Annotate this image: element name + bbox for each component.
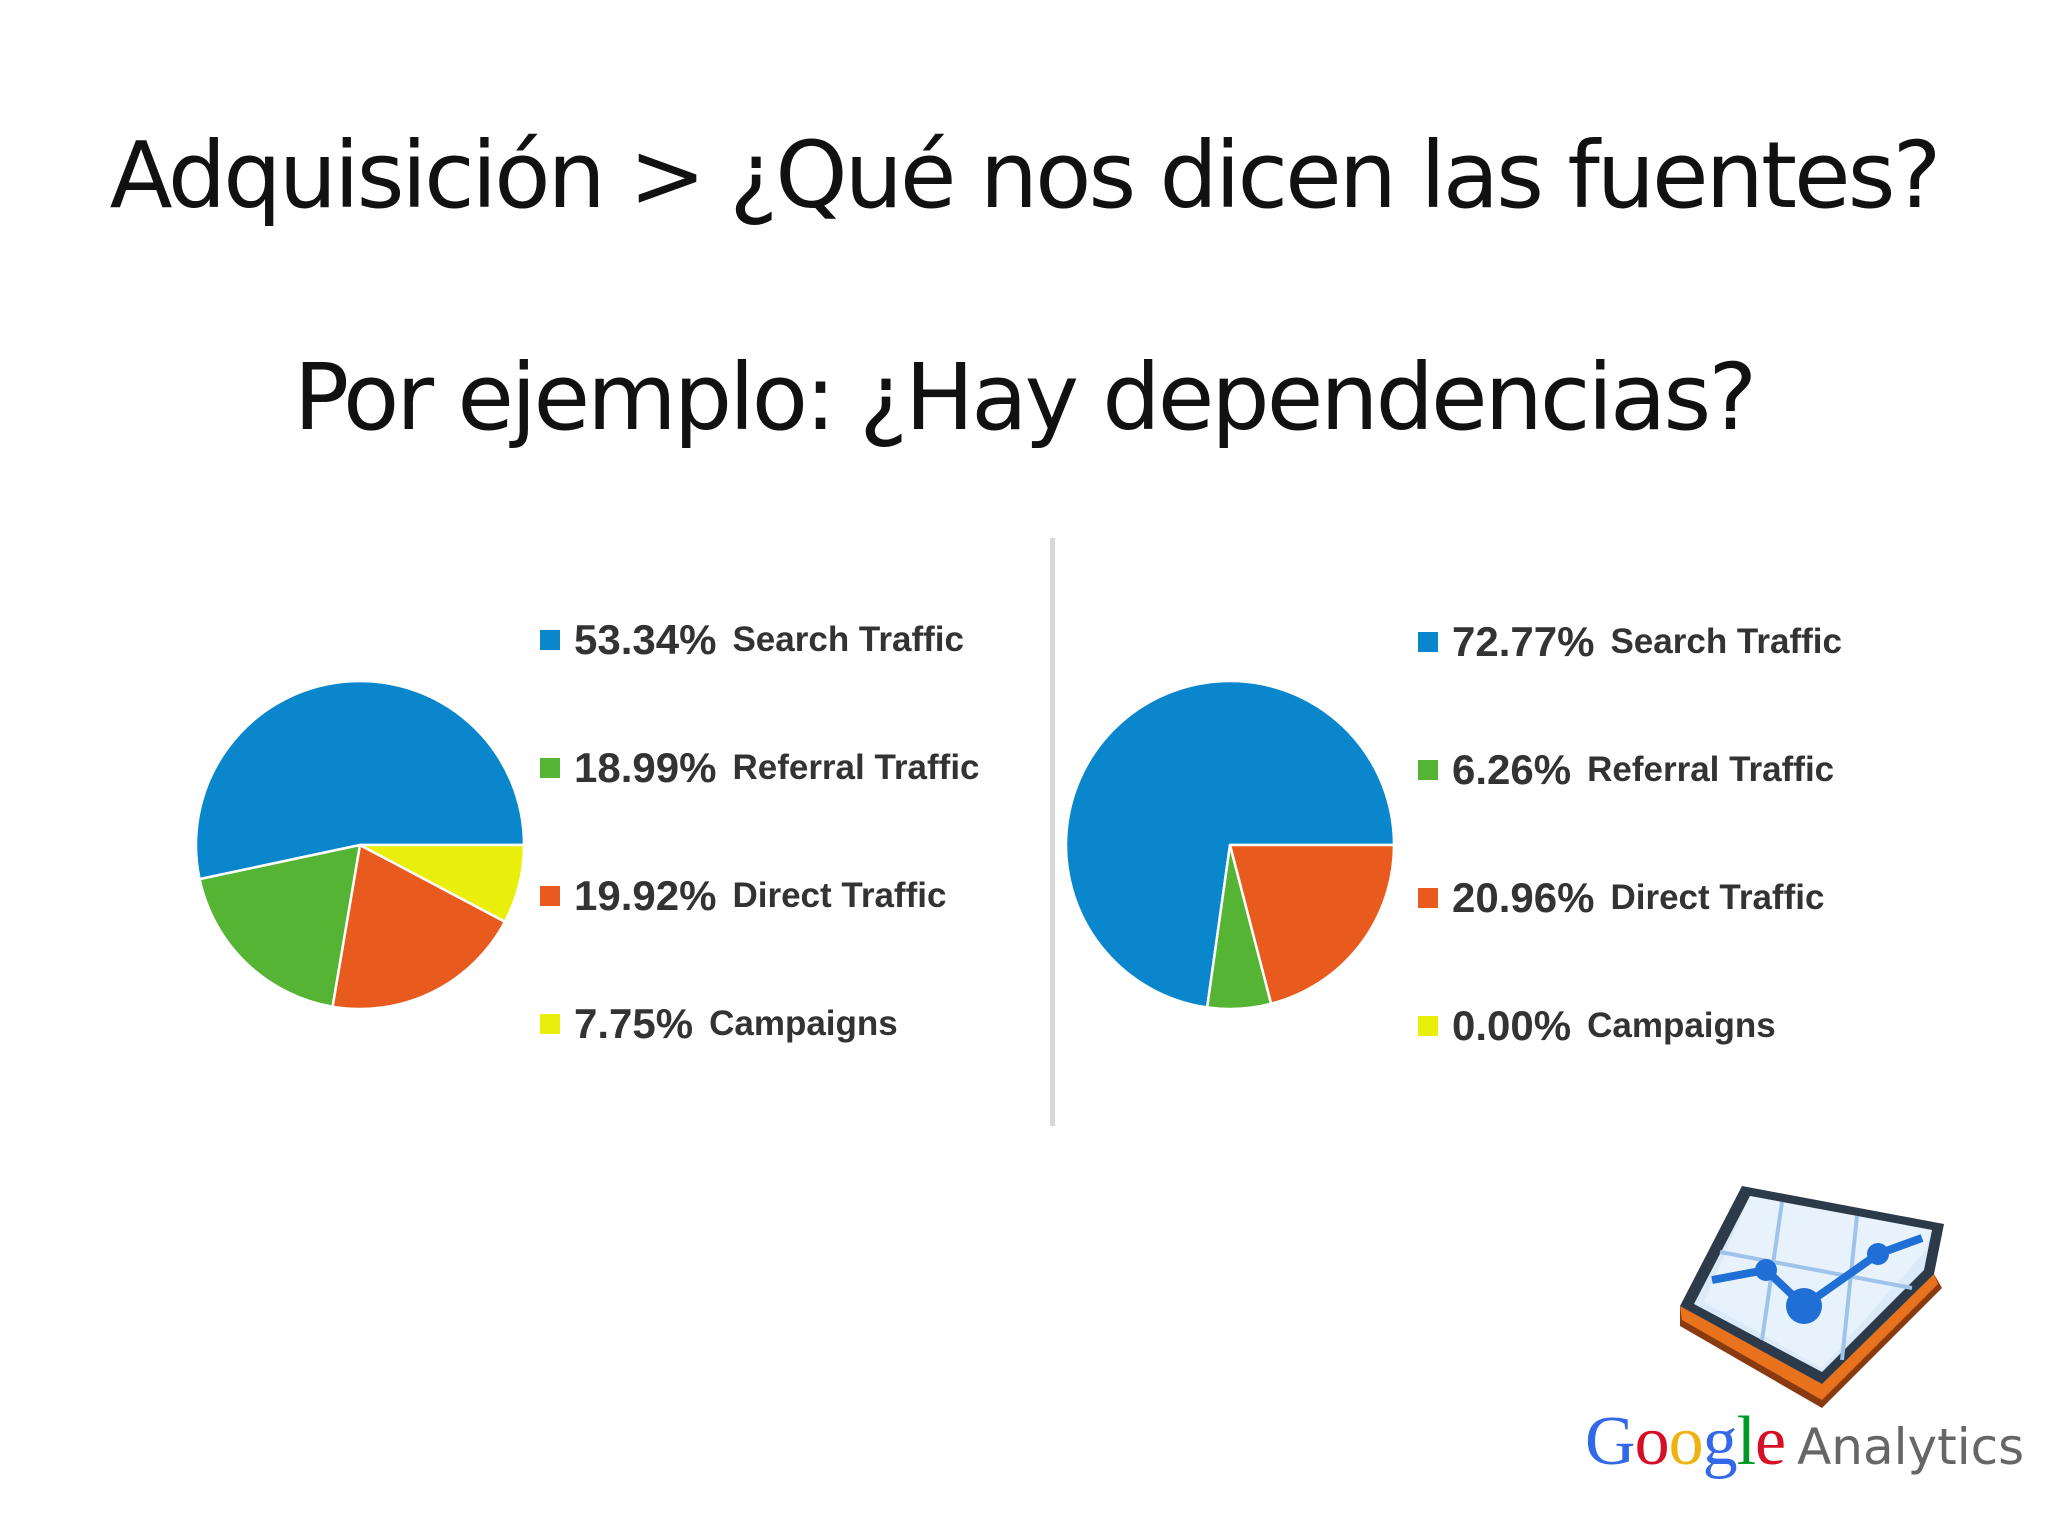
legend-left-item-search-traffic: 53.34% Search Traffic [540, 610, 964, 670]
legend-percent: 18.99% [574, 744, 717, 791]
legend-left-item-direct-traffic: 19.92% Direct Traffic [540, 866, 946, 926]
legend-right-item-campaigns: 0.00% Campaigns [1418, 996, 1776, 1056]
legend-percent: 6.26% [1452, 746, 1572, 793]
pie-left-slice-search-traffic [194, 679, 526, 881]
legend-left-item-campaigns: 7.75% Campaigns [540, 994, 898, 1054]
legend-label: Search Traffic [1610, 622, 1842, 661]
legend-label: Referral Traffic [732, 748, 980, 787]
legend-swatch [1418, 888, 1438, 908]
legend-right-item-referral-traffic: 6.26% Referral Traffic [1418, 740, 1834, 800]
legend-percent: 19.92% [574, 872, 717, 919]
pie-right-slice-direct-traffic [1228, 843, 1396, 1005]
chart-divider [1050, 538, 1055, 1126]
pie-left-slice-direct-traffic [331, 843, 507, 1011]
legend-percent: 0.00% [1452, 1002, 1572, 1049]
legend-right-item-search-traffic: 72.77% Search Traffic [1418, 612, 1842, 672]
legend-label: Referral Traffic [1587, 750, 1835, 789]
legend-swatch [540, 1014, 560, 1034]
legend-label: Campaigns [709, 1004, 898, 1043]
legend-right-item-direct-traffic: 20.96% Direct Traffic [1418, 868, 1824, 928]
pie-left-slice-campaigns [358, 843, 526, 923]
slide-subtitle: Por ejemplo: ¿Hay dependencias? [293, 344, 1757, 451]
legend-percent: 72.77% [1452, 618, 1595, 665]
legend-swatch [1418, 632, 1438, 652]
legend-label: Campaigns [1587, 1006, 1776, 1045]
pie-chart-left [194, 679, 526, 1011]
legend-swatch [1418, 1016, 1438, 1036]
legend-percent: 7.75% [574, 1000, 694, 1047]
legend-swatch [1418, 760, 1438, 780]
legend-percent: 20.96% [1452, 874, 1595, 921]
google-analytics-icon [1680, 1186, 1944, 1408]
analytics-wordmark: Analytics [1797, 1418, 2025, 1476]
pie-chart-right [1064, 679, 1396, 1011]
legend-swatch [540, 886, 560, 906]
legend-swatch [540, 758, 560, 778]
slide-title: Adquisición > ¿Qué nos dicen las fuentes… [109, 122, 1942, 229]
legend-swatch [540, 630, 560, 650]
google-analytics-logo-text: Google Analytics [1585, 1402, 2024, 1482]
google-wordmark: Google [1585, 1403, 1786, 1480]
legend-label: Direct Traffic [732, 876, 947, 915]
legend-label: Search Traffic [732, 620, 964, 659]
legend-left-item-referral-traffic: 18.99% Referral Traffic [540, 738, 980, 798]
pie-left-slice-referral-traffic [198, 843, 362, 1008]
legend-percent: 53.34% [574, 616, 717, 663]
legend-label: Direct Traffic [1610, 878, 1825, 917]
